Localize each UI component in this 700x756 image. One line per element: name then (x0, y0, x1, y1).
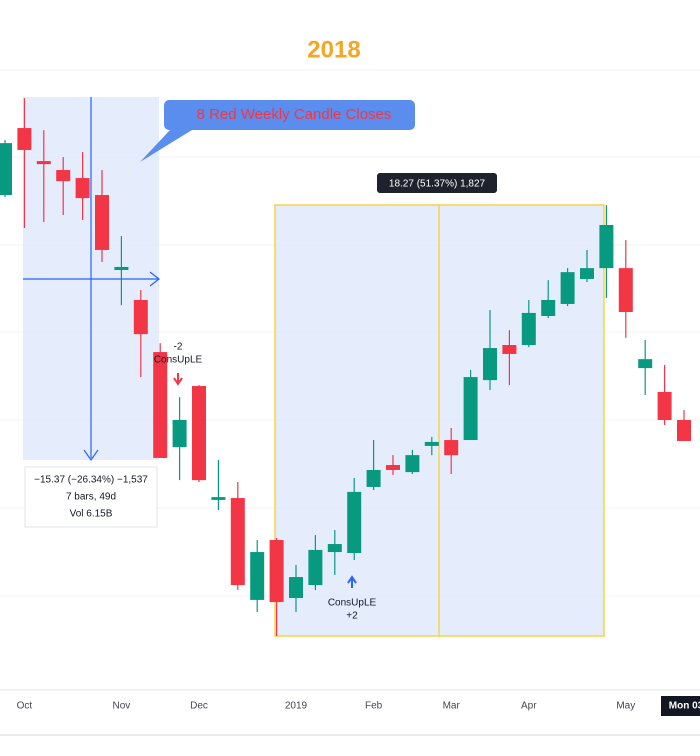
candle-body (172, 419, 187, 448)
measure-label: 18.27 (51.37%) 1,827 (389, 179, 486, 190)
x-tick-label: Mar (443, 701, 461, 712)
candle-body (618, 268, 633, 312)
measure-arrow-head (149, 271, 160, 287)
candle-body (405, 455, 420, 473)
candle-body (347, 491, 362, 553)
signal-label: +2 (346, 611, 358, 622)
candle-body (250, 552, 265, 600)
x-tick-label: May (616, 701, 635, 712)
measure-label-box (24, 466, 158, 528)
candle-body (36, 161, 51, 165)
signal-label: ConsUpLE (154, 355, 203, 366)
callout-text: 8 Red Weekly Candle Closes (197, 106, 392, 123)
x-tick-label: Nov (113, 701, 131, 712)
candle-body (327, 544, 342, 553)
measure-label: Vol 6.15B (70, 509, 113, 520)
candle-body (502, 345, 517, 354)
candle-body (56, 170, 71, 182)
candle-body (133, 299, 148, 335)
candle-body (289, 577, 303, 599)
x-tick-label: Dec (190, 701, 208, 712)
candle-body (638, 359, 653, 369)
x-tick-label: Apr (521, 701, 537, 712)
candle-body (424, 441, 439, 446)
callout-box (140, 100, 415, 162)
candle-body (463, 377, 478, 441)
candle-body (192, 386, 206, 481)
x-axis-labels: Oct Nov Dec 2019 Feb Mar Apr May Mon 03 (17, 696, 700, 716)
candle-body (599, 224, 614, 269)
candle-body (444, 440, 459, 456)
measure-label: 7 bars, 49d (66, 492, 116, 503)
candle-body (230, 498, 245, 586)
candle-body (677, 419, 691, 441)
x-tick-label: Feb (365, 701, 383, 712)
candle-body (366, 469, 381, 487)
measure-arrow-head (83, 449, 99, 462)
candle-body (521, 312, 536, 345)
x-tick-label: 2019 (285, 701, 308, 712)
candle-body (483, 348, 497, 381)
x-crosshair-label-box (661, 696, 700, 716)
signal-label: -2 (174, 342, 183, 353)
candle-body (17, 128, 32, 150)
candle-body (560, 272, 575, 304)
candle-body (580, 268, 594, 279)
candle-body (95, 195, 109, 250)
signal-arrow (347, 575, 357, 588)
candle-body (0, 143, 12, 196)
candle-body (114, 266, 129, 271)
signal-label: ConsUpLE (328, 598, 377, 609)
candle-body (269, 540, 284, 603)
candles (0, 98, 691, 636)
measure-label: −15.37 (−26.34%) −1,537 (34, 475, 148, 486)
candle-body (386, 465, 400, 470)
candle-body (541, 299, 556, 316)
candle-body (153, 352, 168, 458)
x-tick-label: Oct (17, 701, 33, 712)
chart-title: 2018 (307, 36, 360, 63)
candle-body (211, 497, 226, 500)
candle-body (308, 549, 323, 586)
x-tick-label: Mon 03 (669, 701, 700, 712)
signal-arrow (173, 373, 183, 386)
measure-label-box (377, 173, 497, 193)
candle-body (657, 391, 672, 420)
candle-body (75, 178, 90, 199)
